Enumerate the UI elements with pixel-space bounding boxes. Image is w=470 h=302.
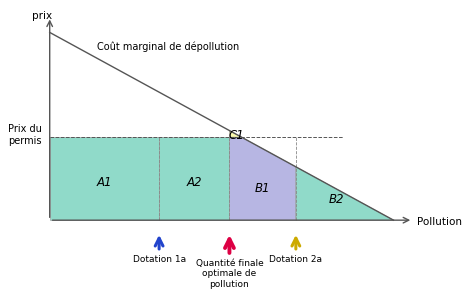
Polygon shape xyxy=(296,167,393,220)
Text: Dotation 1a: Dotation 1a xyxy=(133,255,186,264)
Bar xyxy=(50,137,159,220)
Bar xyxy=(159,137,229,220)
Text: prix: prix xyxy=(32,11,52,21)
Text: A2: A2 xyxy=(187,176,202,189)
Text: B2: B2 xyxy=(329,193,345,206)
Text: Pollution: Pollution xyxy=(417,217,462,227)
Text: Prix du
permis: Prix du permis xyxy=(8,124,42,146)
Polygon shape xyxy=(229,130,242,137)
Text: A1: A1 xyxy=(97,176,112,189)
Polygon shape xyxy=(229,137,296,220)
Text: Quantité finale
optimale de
pollution: Quantité finale optimale de pollution xyxy=(196,259,263,288)
Text: Dotation 2a: Dotation 2a xyxy=(269,255,322,264)
Text: B1: B1 xyxy=(255,182,270,195)
Text: Coût marginal de dépollution: Coût marginal de dépollution xyxy=(97,41,239,52)
Text: C1: C1 xyxy=(228,129,244,142)
